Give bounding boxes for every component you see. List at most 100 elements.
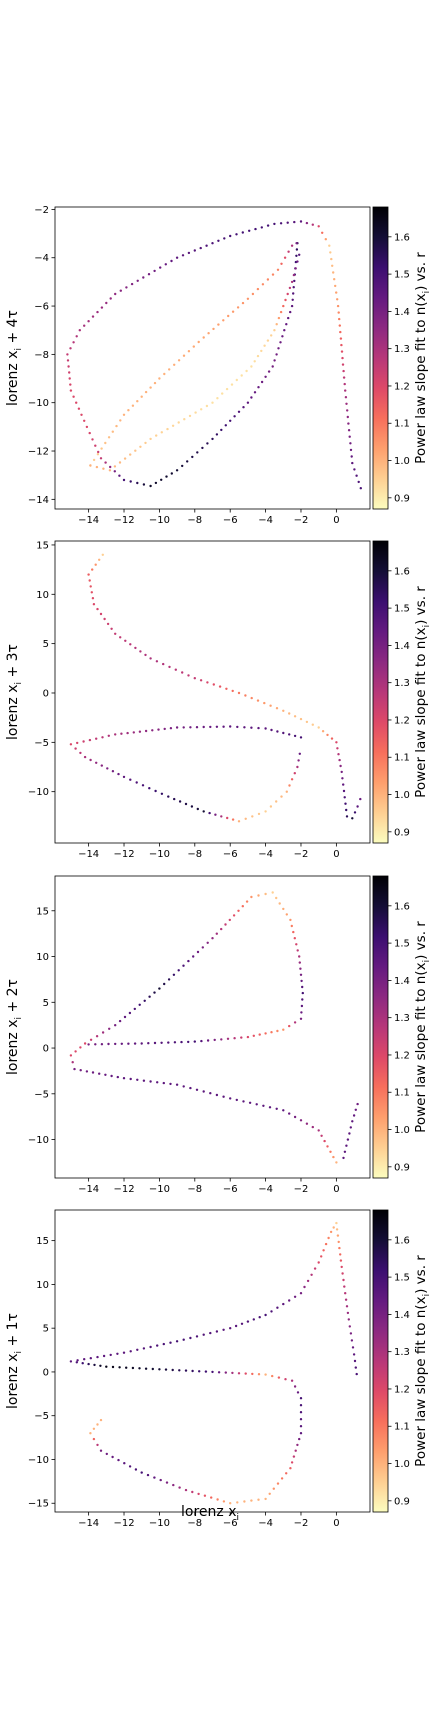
y-tick-label: 15 (36, 906, 49, 917)
data-point (193, 1040, 196, 1043)
data-point (351, 1346, 355, 1349)
data-point (211, 437, 214, 441)
data-point (335, 741, 338, 744)
data-point (344, 802, 347, 805)
data-point (209, 1331, 212, 1335)
data-point (240, 1322, 244, 1326)
data-point (267, 370, 271, 373)
data-point (226, 816, 229, 820)
data-point (96, 1443, 99, 1447)
data-point (158, 1368, 161, 1371)
data-point (273, 222, 276, 226)
data-point (149, 484, 152, 488)
data-point (99, 1449, 103, 1452)
data-point (208, 811, 211, 815)
colorbar-tick-label: 1.1 (394, 1088, 410, 1099)
data-point (285, 323, 288, 326)
y-tick-label: 10 (36, 952, 49, 963)
colorbar-tick-label: 1.0 (394, 456, 410, 467)
data-point (348, 435, 351, 438)
data-point (163, 982, 166, 986)
data-point (292, 930, 295, 934)
data-point (341, 777, 344, 780)
data-point (276, 1482, 280, 1485)
x-tick-label: −14 (78, 1184, 99, 1195)
data-point (193, 249, 196, 252)
data-point (329, 251, 332, 254)
data-point (189, 1086, 192, 1090)
data-point (236, 1501, 239, 1504)
data-point (332, 271, 335, 274)
data-point (269, 805, 273, 808)
y-tick-label: 0 (43, 1044, 49, 1055)
data-point (244, 817, 247, 820)
data-point (173, 797, 176, 801)
x-tick-label: −4 (258, 515, 273, 526)
data-point (134, 646, 137, 650)
data-point (266, 339, 270, 342)
data-point (264, 727, 267, 730)
x-tick-label: −2 (294, 515, 309, 526)
data-point (113, 470, 117, 473)
data-point (91, 568, 94, 571)
colorbar-tick-label: 1.0 (394, 1125, 410, 1136)
data-point (270, 1310, 273, 1313)
data-point (351, 461, 354, 465)
data-point (275, 896, 278, 900)
data-point (257, 726, 260, 730)
colorbar-tick-label: 1.2 (394, 1384, 410, 1395)
data-point (149, 1345, 152, 1349)
data-point (95, 737, 98, 740)
data-point (285, 1472, 288, 1475)
data-point (187, 350, 191, 353)
data-point (215, 725, 219, 728)
data-point (115, 424, 118, 428)
x-tick-label: −8 (187, 1518, 202, 1529)
data-point (355, 1372, 358, 1376)
data-point (173, 363, 176, 366)
data-point (118, 1366, 121, 1369)
data-point (202, 810, 205, 813)
data-point (237, 909, 240, 912)
data-point (341, 356, 344, 360)
data-point (351, 817, 354, 820)
data-point (243, 726, 246, 729)
data-point (191, 1369, 194, 1373)
data-point (359, 797, 362, 801)
x-tick-label: 0 (333, 1518, 339, 1529)
data-point (106, 767, 109, 770)
data-point (352, 1114, 356, 1117)
data-point (111, 1365, 115, 1369)
data-point (241, 231, 244, 234)
data-point (147, 273, 151, 276)
data-point (338, 758, 341, 762)
data-point (126, 731, 129, 735)
data-point (231, 818, 235, 821)
data-point (156, 1081, 159, 1084)
data-point (264, 892, 267, 896)
data-point (317, 1261, 320, 1264)
data-point (270, 334, 273, 337)
data-point (220, 1038, 223, 1041)
data-point (131, 404, 135, 407)
data-point (114, 1023, 117, 1027)
data-point (299, 1432, 303, 1435)
data-point (114, 1042, 117, 1046)
data-point (128, 1465, 132, 1468)
data-point (98, 558, 101, 561)
y-tick-label: 15 (36, 540, 49, 551)
data-point (342, 376, 346, 379)
data-point (237, 1372, 241, 1375)
data-point (109, 1353, 112, 1357)
data-point (294, 267, 297, 270)
colorbar-tick-label: 1.2 (394, 1050, 410, 1061)
data-point (341, 363, 345, 366)
scatter-panel: −14 −12 −10 −8 −6 −4 −2 0 −10 −5 0 5 10 15 lorenz xi +… (5, 875, 432, 1195)
data-point (156, 1344, 159, 1347)
data-point (284, 1378, 287, 1381)
data-point (102, 1354, 106, 1358)
data-point (127, 1042, 130, 1045)
data-point (91, 315, 95, 318)
data-point (149, 386, 152, 389)
data-point (218, 685, 222, 688)
